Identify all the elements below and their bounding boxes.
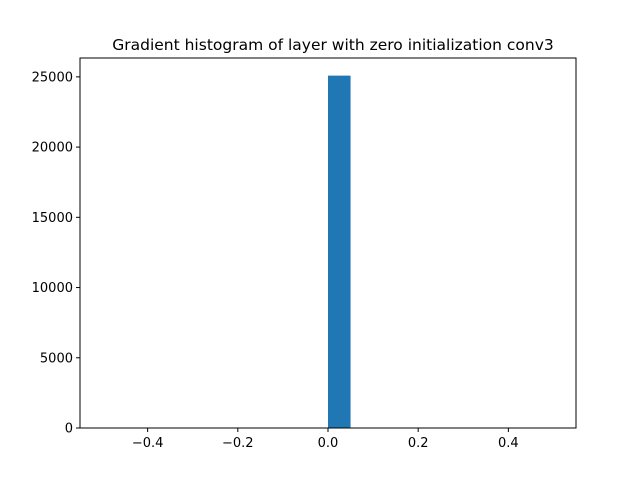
chart-title: Gradient histogram of layer with zero in… [112,36,554,54]
x-tick-label: −0.4 [132,436,164,451]
y-tick-label: 5000 [40,351,73,366]
x-tick-label: 0.0 [318,436,339,451]
y-axis: 0 5000 10000 15000 20000 25000 [32,70,80,437]
y-tick-label: 15000 [32,211,73,226]
histogram-bar-0 [328,75,351,428]
x-tick-label: −0.2 [222,436,254,451]
y-tick-label: 10000 [32,281,73,296]
bars-group [328,75,351,428]
y-tick-label: 25000 [32,70,73,85]
x-tick-label: 0.4 [498,436,519,451]
x-tick-label: 0.2 [408,436,429,451]
y-tick-label: 0 [65,422,73,437]
x-axis: −0.4 −0.2 0.0 0.2 0.4 [132,428,519,451]
y-tick-label: 20000 [32,141,73,156]
